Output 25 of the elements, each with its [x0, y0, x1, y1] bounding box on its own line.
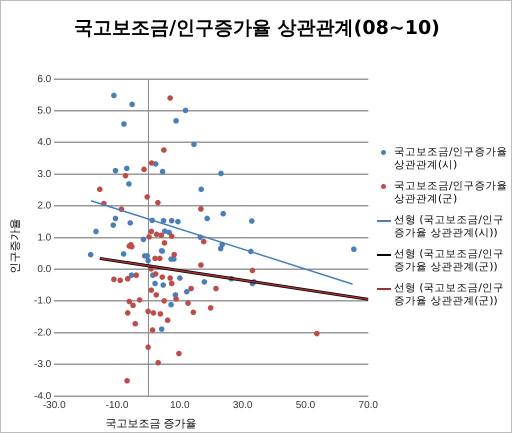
y-tick-label: -4.0	[34, 390, 52, 402]
legend-label: 국고보조금/인구증가율 상관관계(군)	[394, 180, 509, 206]
x-tick-label: 50.0	[296, 400, 316, 411]
y-tick-label: 1.0	[37, 232, 52, 244]
y-tick-label: -1.0	[34, 296, 52, 307]
x-tick-label: -10.0	[106, 400, 129, 411]
y-tick-label: 4.0	[37, 137, 52, 148]
chart-title: 국고보조금/인구증가율 상관관계(08~10)	[73, 16, 441, 41]
x-tick-label: 10.0	[170, 400, 190, 411]
y-tick-label: 3.0	[37, 168, 52, 180]
legend-label: 국고보조금/인구증가율 상관관계(시)	[394, 146, 509, 172]
legend-label: 선형 (국고보조금/인구증가율 상관관계(시))	[394, 214, 505, 240]
x-tick-label: -30.0	[42, 400, 66, 411]
y-tick-label: 2.0	[37, 200, 52, 212]
y-tick-label: 6.0	[37, 74, 52, 85]
x-axis-title: 국고보조금 증가율	[105, 416, 197, 431]
y-tick-label: 0.0	[37, 264, 52, 275]
y-tick-label: -2.0	[34, 327, 52, 338]
y-axis-title: 인구증가율	[8, 218, 22, 274]
y-tick-label: 5.0	[37, 105, 52, 116]
legend-label: 선형 (국고보조금/인구증가율 상관관계(군))	[394, 248, 505, 274]
legend-label: 선형 (국고보조금/인구증가율 상관관계(군))	[394, 282, 505, 308]
x-tick-label: 70.0	[358, 400, 378, 411]
y-tick-label: -3.0	[34, 359, 52, 370]
x-tick-label: 30.0	[232, 400, 253, 411]
